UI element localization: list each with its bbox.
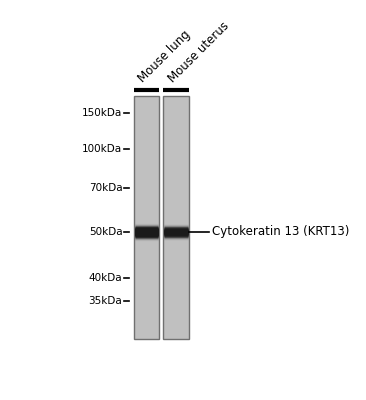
Bar (164, 96, 189, 339)
Text: 35kDa: 35kDa (89, 296, 122, 306)
Text: 100kDa: 100kDa (82, 144, 122, 154)
Bar (134, 96, 159, 339)
Text: Mouse uterus: Mouse uterus (166, 19, 231, 85)
Text: 150kDa: 150kDa (82, 108, 122, 118)
Text: 50kDa: 50kDa (89, 227, 122, 237)
Text: 40kDa: 40kDa (89, 273, 122, 283)
Text: 70kDa: 70kDa (89, 183, 122, 193)
Text: Cytokeratin 13 (KRT13): Cytokeratin 13 (KRT13) (212, 226, 349, 238)
Text: Mouse lung: Mouse lung (136, 28, 193, 85)
